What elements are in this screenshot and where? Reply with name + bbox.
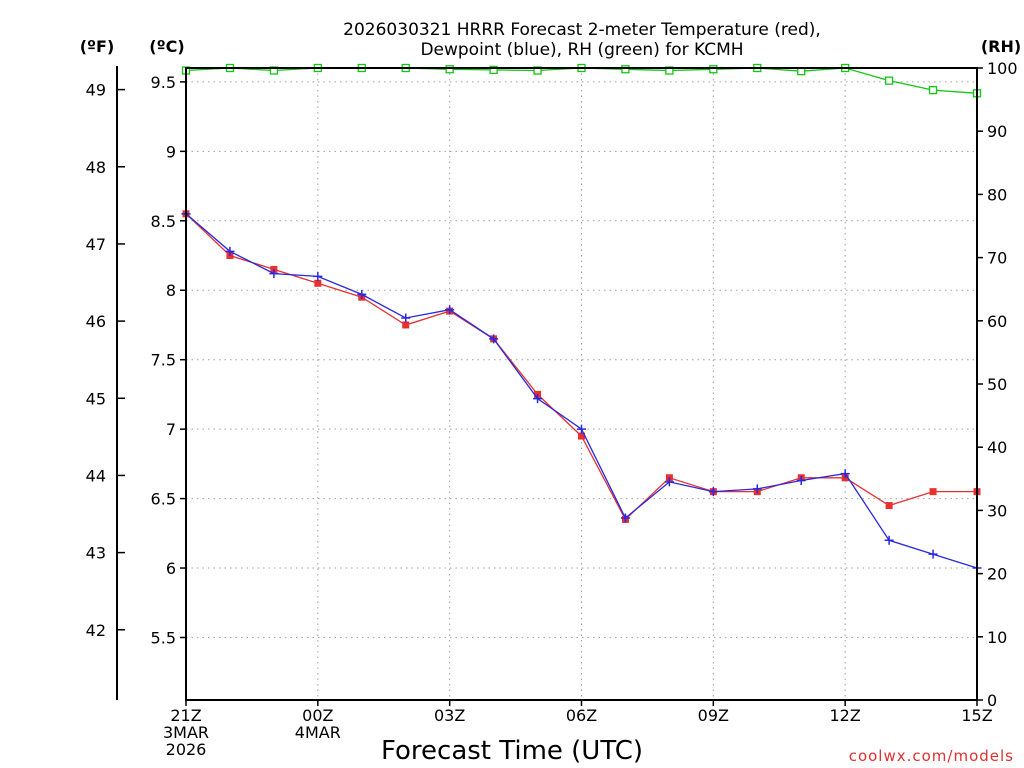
- dewpoint-point: [445, 305, 455, 315]
- fahrenheit-tick-label: 47: [86, 235, 106, 254]
- rh-tick-label: 70: [987, 249, 1007, 268]
- credit-text: coolwx.com/models: [849, 747, 1014, 765]
- fahrenheit-tick-label: 46: [86, 312, 106, 331]
- unit-label-rh: (RH): [981, 37, 1021, 56]
- rh-tick-label: 10: [987, 628, 1007, 647]
- dewpoint-point: [840, 469, 850, 479]
- dewpoint-point: [928, 549, 938, 559]
- rh-tick-label: 50: [987, 375, 1007, 394]
- x-tick-label: 3MAR: [163, 723, 209, 742]
- rh-tick-label: 20: [987, 565, 1007, 584]
- x-tick-label: 06Z: [566, 706, 597, 725]
- rh-point: [709, 65, 718, 74]
- plot-frame: [185, 67, 978, 701]
- grid-layer: [185, 68, 978, 700]
- x-tick-label: 00Z: [302, 706, 333, 725]
- chart-title-line2: Dewpoint (blue), RH (green) for KCMH: [420, 40, 743, 60]
- chart-title-line1: 2026030321 HRRR Forecast 2-meter Tempera…: [343, 20, 821, 40]
- x-axis-label: Forecast Time (UTC): [381, 736, 643, 766]
- temperature-point: [402, 321, 410, 329]
- fahrenheit-tick-label: 44: [86, 466, 106, 485]
- celsius-tick-label: 9.5: [151, 73, 176, 92]
- temperature-point: [314, 279, 322, 287]
- dewpoint-point: [269, 269, 279, 279]
- unit-label-fahrenheit: (ºF): [80, 37, 115, 56]
- fahrenheit-tick-label: 42: [86, 621, 106, 640]
- x-tick-label: 15Z: [961, 706, 992, 725]
- celsius-tick-label: 9: [166, 142, 176, 161]
- dewpoint-point: [313, 271, 323, 281]
- temperature-point: [885, 502, 893, 510]
- dewpoint-point: [489, 334, 499, 344]
- fahrenheit-tick-label: 49: [86, 81, 106, 100]
- dewpoint-point: [357, 289, 367, 299]
- dewpoint-point: [225, 246, 235, 256]
- fahrenheit-tick-label: 45: [86, 389, 106, 408]
- rh-point: [489, 65, 498, 75]
- temperature-point: [929, 488, 937, 496]
- x-tick-label: 09Z: [698, 706, 729, 725]
- x-tick-label: 21Z: [170, 706, 201, 725]
- tick-labels: 5.5 6 6.5 7 7.5 8 8.5 9 9.5 42 43 44 45 46 47 48 49 0 10 20…: [86, 59, 1018, 759]
- temperature-series-line: [185, 213, 977, 521]
- rh-tick-label: 0: [987, 691, 997, 710]
- dewpoint-point: [620, 513, 630, 523]
- rh-tick-label: 30: [987, 501, 1007, 520]
- fahrenheit-tick-label: 43: [86, 544, 106, 563]
- celsius-tick-label: 5.5: [151, 628, 176, 647]
- x-tick-label: 03Z: [434, 706, 465, 725]
- temperature-point: [578, 432, 585, 440]
- celsius-tick-label: 8: [166, 281, 176, 300]
- celsius-tick-label: 8.5: [151, 212, 176, 231]
- rh-tick-label: 60: [987, 312, 1007, 331]
- x-tick-label: 2026: [166, 740, 207, 759]
- rh-tick-label: 40: [987, 438, 1007, 457]
- dewpoint-point: [708, 487, 718, 497]
- rh-point: [445, 65, 454, 74]
- dewpoint-point: [533, 394, 543, 404]
- dewpoint-point: [577, 424, 586, 434]
- dewpoint-point: [664, 477, 674, 487]
- celsius-tick-label: 7.5: [151, 351, 176, 370]
- rh-point: [884, 76, 894, 85]
- rh-point: [621, 65, 630, 74]
- rh-tick-label: 100: [987, 59, 1018, 78]
- rh-tick-label: 80: [987, 185, 1007, 204]
- dewpoint-point: [401, 313, 411, 323]
- celsius-tick-label: 7: [166, 420, 176, 439]
- rh-point: [928, 85, 938, 95]
- rh-tick-label: 90: [987, 122, 1007, 141]
- celsius-tick-label: 6.5: [151, 490, 176, 509]
- dewpoint-point: [884, 535, 894, 545]
- x-tick-label: 12Z: [830, 706, 861, 725]
- celsius-tick-label: 6: [166, 559, 176, 578]
- x-tick-label: 4MAR: [295, 723, 341, 742]
- dewpoint-point: [796, 476, 806, 486]
- fahrenheit-tick-label: 48: [86, 158, 106, 177]
- unit-label-celsius: (ºC): [149, 37, 184, 56]
- dewpoint-point: [752, 484, 762, 494]
